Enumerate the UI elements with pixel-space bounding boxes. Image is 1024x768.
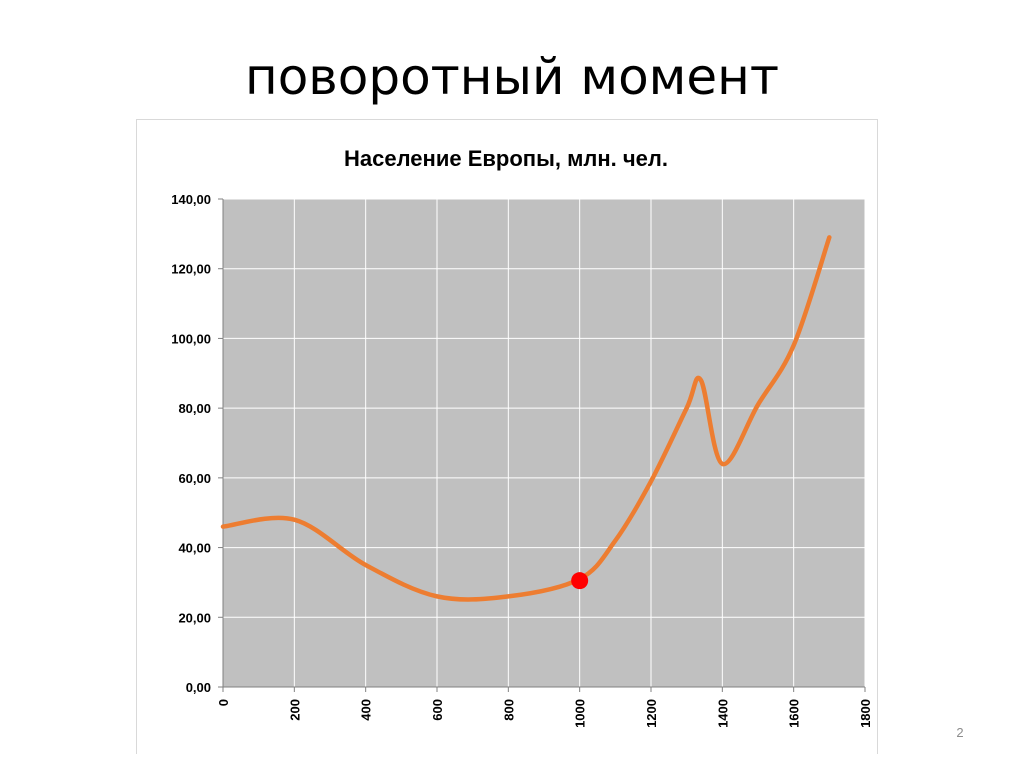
x-tick-label: 1800 bbox=[858, 699, 873, 728]
x-tick-label: 0 bbox=[216, 699, 231, 706]
x-tick-label: 800 bbox=[501, 699, 516, 721]
population-chart: Население Европы, млн. чел. 0,00 20,00 40,… bbox=[171, 146, 873, 728]
y-tick-label: 100,00 bbox=[171, 331, 211, 346]
population-line bbox=[220, 235, 832, 602]
y-tick-label: 0,00 bbox=[186, 680, 211, 695]
chart-title: Население Европы, млн. чел. bbox=[344, 146, 668, 171]
y-tick-label: 80,00 bbox=[178, 401, 211, 416]
chart-frame: Население Европы, млн. чел. 0,00 20,00 40,… bbox=[136, 119, 878, 754]
x-tick-label: 1000 bbox=[573, 699, 588, 728]
x-tick-label: 400 bbox=[359, 699, 374, 721]
slide-number: 2 bbox=[956, 725, 964, 740]
plot-area: 0,00 20,00 40,00 60,00 80,00 100,00 120,00 140,… bbox=[171, 192, 873, 728]
x-tick-label: 200 bbox=[287, 699, 302, 721]
highlight-point bbox=[571, 572, 589, 590]
y-tick-label: 140,00 bbox=[171, 192, 211, 207]
plot-background bbox=[223, 199, 865, 687]
y-tick-label: 60,00 bbox=[178, 471, 211, 486]
y-tick-label: 120,00 bbox=[171, 262, 211, 277]
y-tick-label: 40,00 bbox=[178, 541, 211, 556]
y-tick-label: 20,00 bbox=[178, 610, 211, 625]
x-tick-label: 1400 bbox=[715, 699, 730, 728]
slide-title: поворотный момент bbox=[245, 48, 779, 106]
x-tick-label: 600 bbox=[430, 699, 445, 721]
x-tick-label: 1200 bbox=[644, 699, 659, 728]
x-tick-label: 1600 bbox=[787, 699, 802, 728]
